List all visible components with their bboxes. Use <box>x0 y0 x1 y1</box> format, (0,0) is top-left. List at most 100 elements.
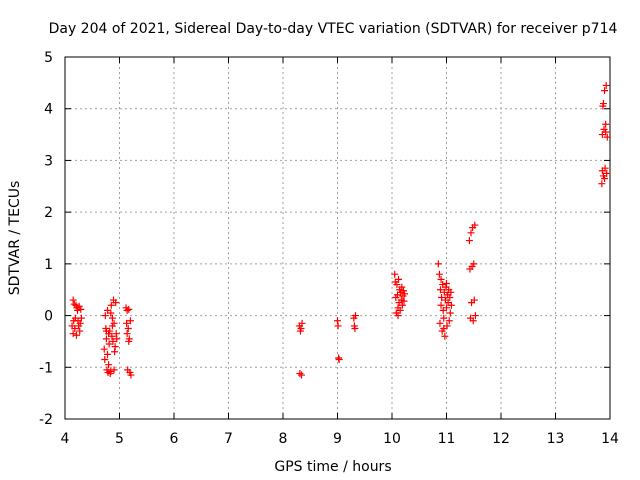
x-tick-label: 9 <box>333 431 342 447</box>
data-point <box>111 343 119 351</box>
data-point <box>70 317 78 325</box>
data-point <box>68 322 76 330</box>
data-point <box>75 302 83 310</box>
data-point <box>465 237 473 245</box>
data-point <box>125 305 133 313</box>
grid <box>65 57 610 419</box>
data-point <box>435 270 443 278</box>
data-point <box>69 296 77 304</box>
data-point <box>443 280 450 288</box>
data-point <box>396 306 404 314</box>
x-axis-label: GPS time / hours <box>274 459 391 475</box>
x-tick-label: 4 <box>61 431 70 447</box>
data-point <box>602 120 610 128</box>
data-point <box>297 325 305 332</box>
data-point <box>601 175 609 183</box>
data-point <box>471 312 479 320</box>
data-point <box>436 319 444 327</box>
data-point <box>440 325 448 332</box>
data-point <box>108 314 116 322</box>
data-point <box>123 319 131 327</box>
data-point <box>107 301 115 309</box>
y-tick-label: 2 <box>44 205 53 221</box>
data-point <box>603 169 611 177</box>
data-point <box>102 335 110 343</box>
data-point <box>101 356 109 364</box>
data-point <box>109 337 117 345</box>
data-point <box>437 286 445 294</box>
data-point <box>602 81 610 89</box>
data-point <box>400 297 408 305</box>
data-point <box>467 229 475 237</box>
data-point <box>69 330 77 338</box>
data-point <box>394 312 402 320</box>
data-point <box>125 337 133 345</box>
x-tick-label: 5 <box>115 431 124 447</box>
data-point <box>434 260 442 268</box>
data-point <box>399 287 407 295</box>
y-tick-label: -1 <box>39 360 53 376</box>
data-point <box>76 327 84 335</box>
data-point <box>351 312 359 320</box>
data-point <box>437 275 445 283</box>
x-tick-label: 7 <box>224 431 233 447</box>
data-point <box>599 100 607 108</box>
x-tick-label: 13 <box>547 431 565 447</box>
data-point <box>443 304 450 312</box>
data-point <box>77 305 85 313</box>
data-point <box>401 290 409 298</box>
y-tick-label: -2 <box>39 412 53 428</box>
x-tick-label: 8 <box>279 431 288 447</box>
data-point <box>105 361 113 369</box>
data-point <box>76 319 84 327</box>
data-point <box>471 221 479 229</box>
data-point <box>298 319 306 327</box>
y-tick-label: 0 <box>44 309 53 325</box>
data-point <box>74 306 82 314</box>
data-point <box>70 300 78 308</box>
y-tick-label: 5 <box>44 50 53 66</box>
data-point <box>440 314 448 322</box>
data-point <box>298 371 306 379</box>
chart-title: Day 204 of 2021, Sidereal Day-to-day VTE… <box>49 21 618 37</box>
x-tick-label: 6 <box>170 431 179 447</box>
data-point <box>334 322 342 330</box>
data-point <box>398 301 406 309</box>
data-point <box>124 325 132 332</box>
data-point <box>104 350 112 358</box>
data-point <box>391 270 399 278</box>
data-point <box>123 330 131 338</box>
x-tick-label: 14 <box>601 431 619 447</box>
data-point <box>126 317 134 325</box>
data-point <box>441 332 449 340</box>
x-tick-label: 10 <box>383 431 401 447</box>
data-point <box>123 306 131 314</box>
data-point <box>77 314 85 322</box>
data-point <box>296 369 304 377</box>
data-point <box>603 133 611 141</box>
data-point <box>469 317 477 325</box>
data-point <box>127 371 135 379</box>
data-point <box>351 325 359 332</box>
data-point <box>108 332 116 340</box>
data-point <box>112 299 120 307</box>
data-point <box>101 312 109 320</box>
data-point <box>398 283 406 291</box>
data-point <box>598 167 606 175</box>
data-point <box>113 335 121 343</box>
data-point <box>107 367 115 375</box>
data-point <box>598 180 606 188</box>
data-point <box>105 340 113 348</box>
data-point <box>447 301 455 309</box>
data-point <box>72 331 80 339</box>
data-point <box>446 309 454 317</box>
y-axis-label: SDTVAR / TECUs <box>7 181 23 296</box>
data-point <box>107 309 115 317</box>
y-tick-label: 4 <box>44 102 53 118</box>
data-point <box>335 356 343 364</box>
data-point <box>100 345 108 353</box>
data-point <box>437 301 445 309</box>
data-point <box>470 296 478 304</box>
